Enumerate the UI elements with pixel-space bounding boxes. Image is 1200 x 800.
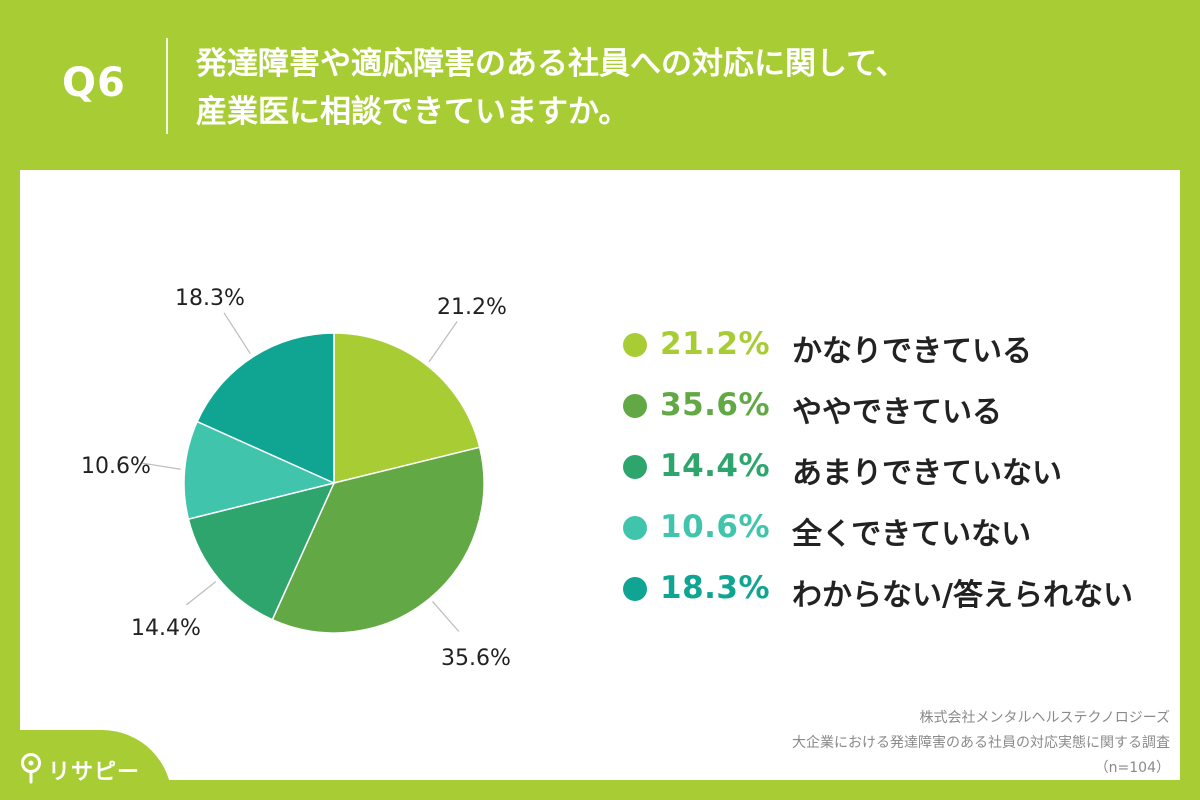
pie-data-label-2: 35.6%: [441, 646, 511, 671]
pie-slice-1: [333, 332, 481, 484]
pie-data-labels: 21.2% 35.6% 14.4% 10.6% 18.3%: [81, 286, 511, 671]
source-footer: 株式会社メンタルヘルステクノロジーズ 大企業における発達障害のある社員の対応実態…: [792, 706, 1170, 781]
legend-dot-icon: [623, 333, 647, 357]
question-title-line1: 発達障害や適応障害のある社員への対応に関して、: [196, 46, 907, 82]
pin-icon: [21, 753, 41, 784]
legend-label: あまりできていない: [792, 456, 1062, 491]
footer-sample: （n=104）: [1094, 760, 1170, 776]
legend-percent: 21.2%: [660, 326, 771, 362]
legend-label: かなりできている: [792, 334, 1032, 369]
legend-dot-icon: [623, 455, 647, 479]
pie-slice-4: [183, 420, 337, 521]
pie-leader-lines: [141, 312, 460, 632]
leader-line-5: [223, 312, 251, 355]
pie-data-label-1: 21.2%: [437, 295, 507, 320]
leader-line-3: [186, 581, 217, 606]
question-title-line2: 産業医に相談できていますか。: [196, 94, 630, 130]
footer-survey: 大企業における発達障害のある社員の対応実態に関する調査: [792, 735, 1170, 751]
header-divider: [166, 38, 168, 134]
footer-company: 株式会社メンタルヘルステクノロジーズ: [919, 710, 1170, 726]
pie-slice-2: [271, 446, 485, 634]
legend-dot-icon: [623, 577, 647, 601]
leader-line-1: [428, 321, 458, 363]
legend-percent: 35.6%: [660, 387, 771, 423]
pie-data-label-3: 14.4%: [131, 616, 201, 641]
pie-data-label-5: 18.3%: [175, 286, 245, 311]
header: Q6 発達障害や適応障害のある社員への対応に関して、 産業医に相談できていますか…: [0, 0, 1200, 170]
pie-slices: [183, 332, 485, 634]
pie-data-label-4: 10.6%: [81, 454, 151, 479]
pie-slice-5: [196, 332, 335, 485]
legend-label: 全くできていない: [792, 517, 1032, 552]
legend-percent: 18.3%: [660, 570, 771, 606]
question-title: 発達障害や適応障害のある社員への対応に関して、 産業医に相談できていますか。: [196, 40, 907, 136]
pie-slice-3: [187, 481, 336, 621]
legend-percent: 10.6%: [660, 509, 771, 545]
legend-label: わからない/答えられない: [792, 578, 1133, 613]
legend-dot-icon: [623, 516, 647, 540]
brand-name: リサピー: [48, 760, 141, 785]
legend-percent: 14.4%: [660, 448, 771, 484]
legend-dot-icon: [623, 394, 647, 418]
legend-label: ややできている: [792, 395, 1002, 430]
leader-line-2: [432, 601, 460, 632]
leader-line-4: [141, 462, 181, 470]
question-number: Q6: [62, 60, 126, 106]
